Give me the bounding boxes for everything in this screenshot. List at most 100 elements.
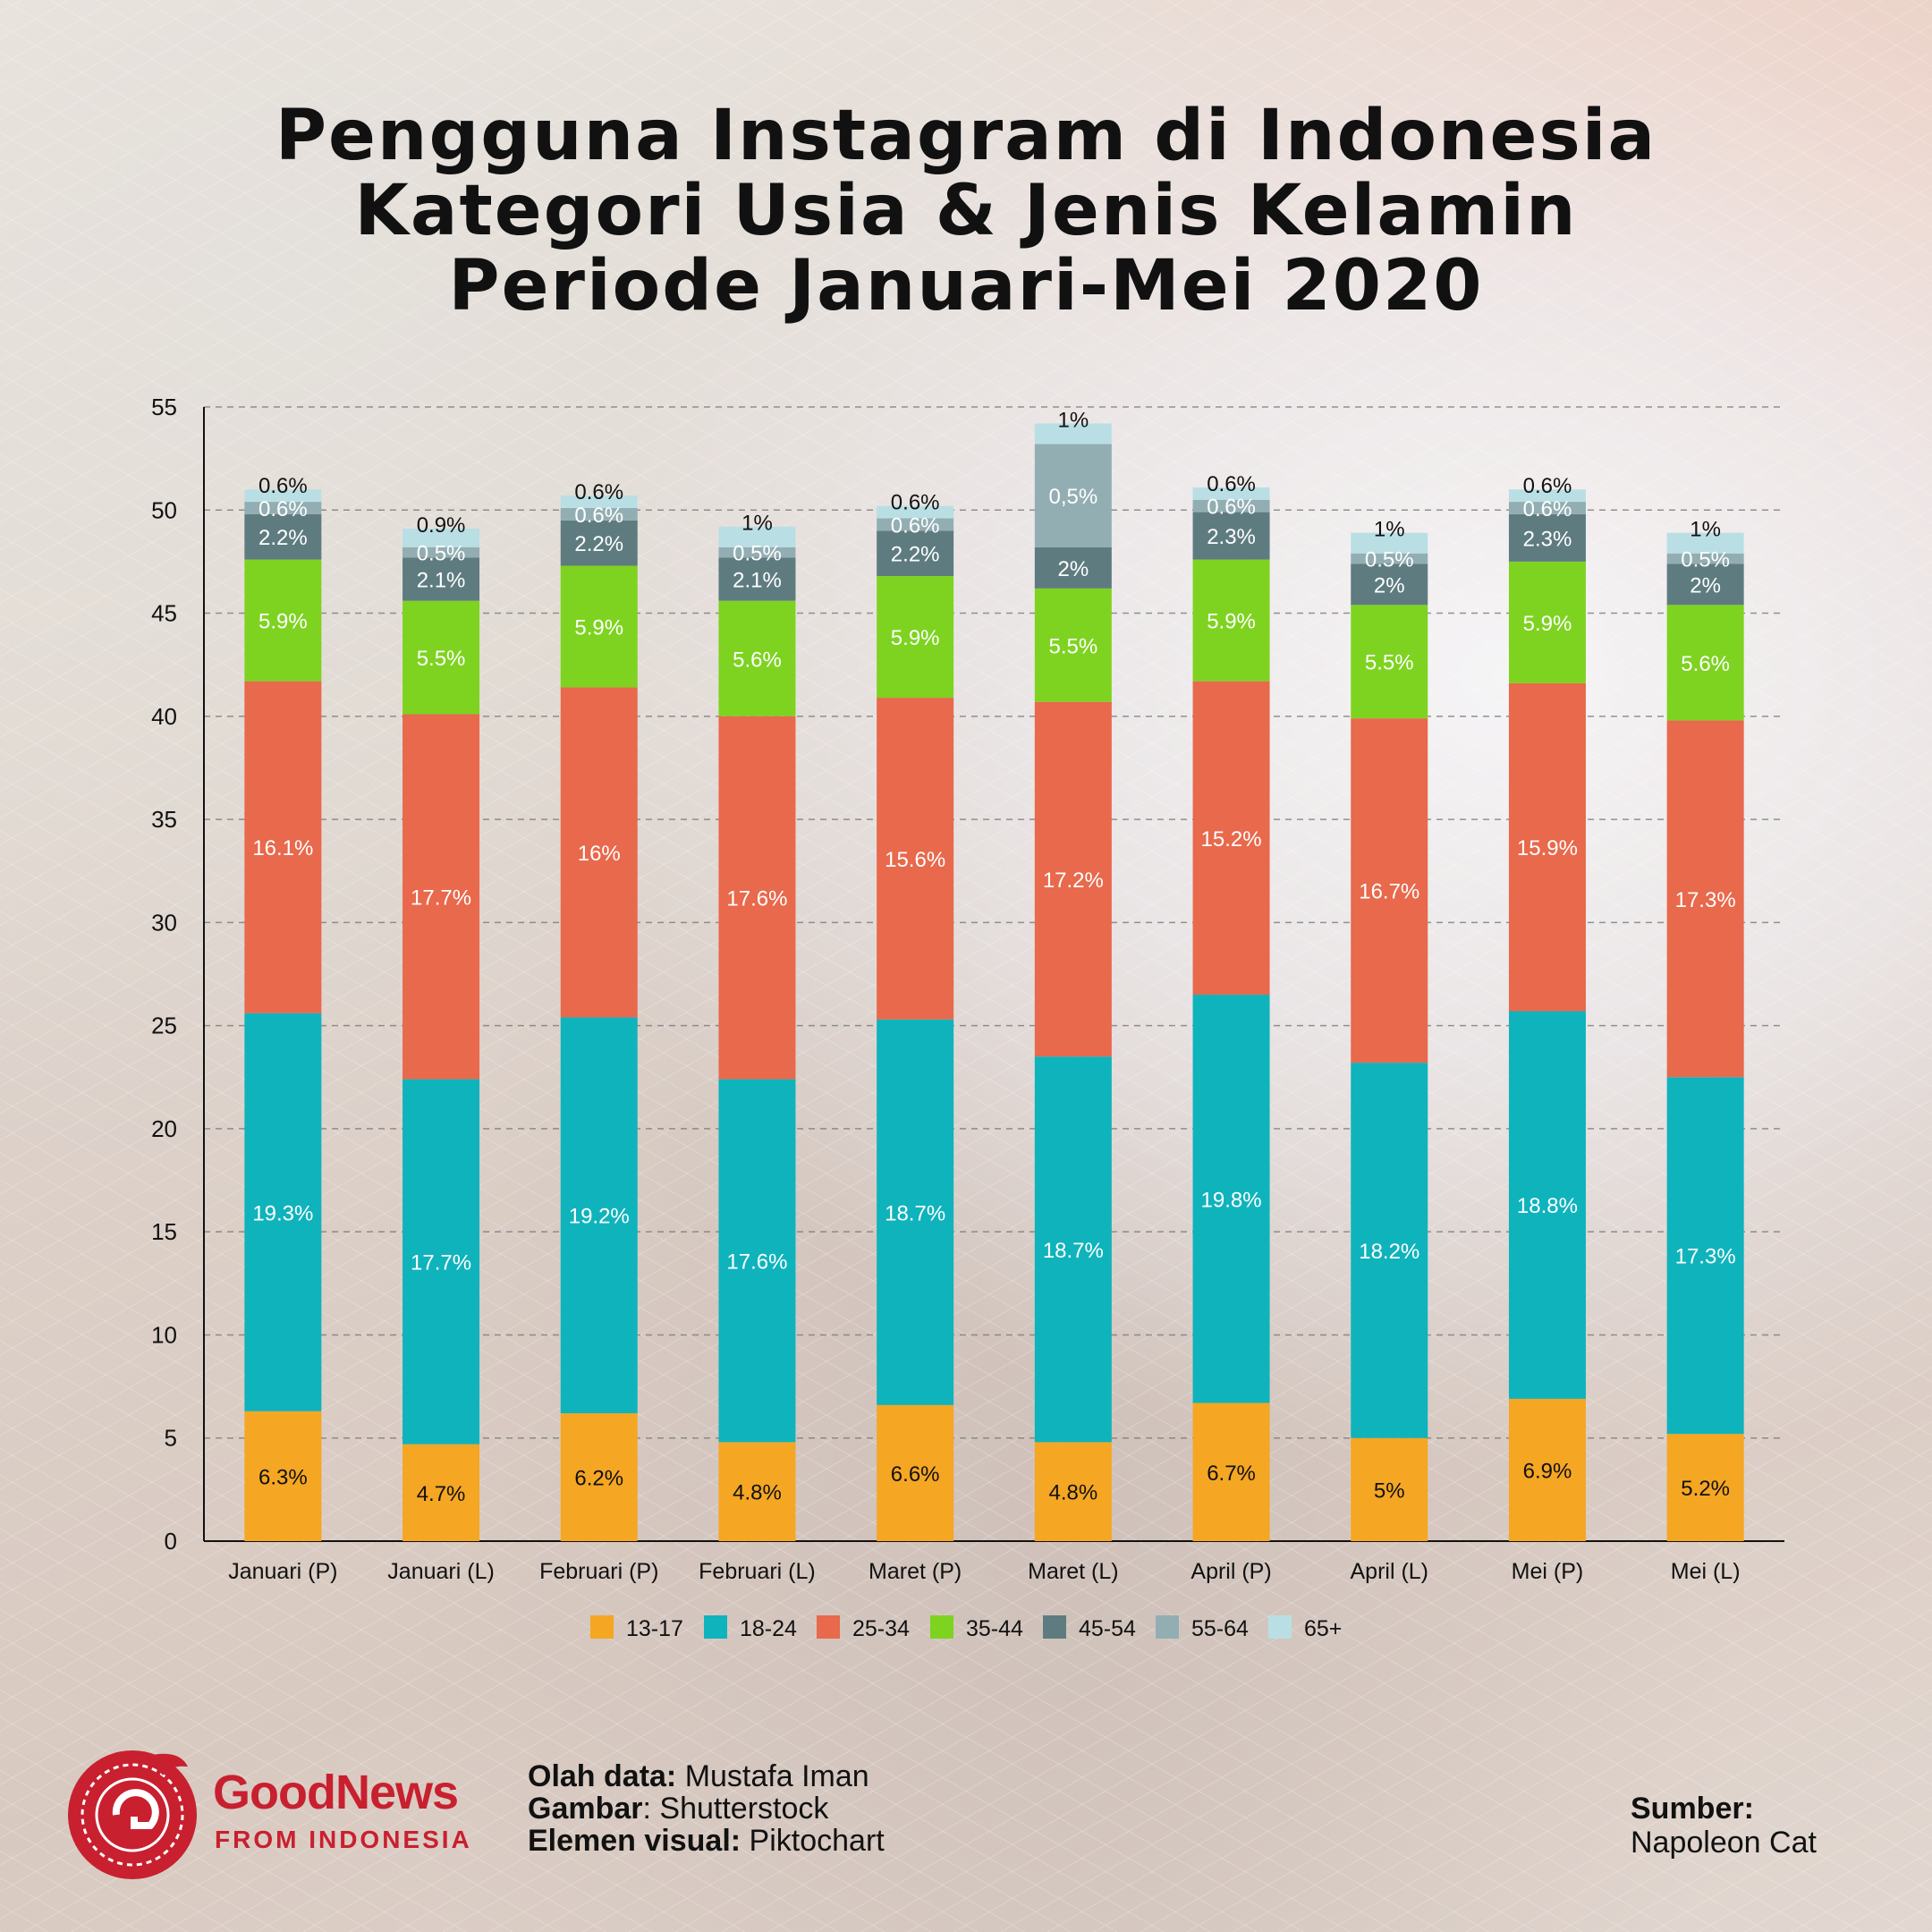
credit-gambar: Gambar: Shutterstock xyxy=(528,1792,885,1825)
data-label: 16.1% xyxy=(252,836,313,860)
bar-segment xyxy=(1034,588,1112,702)
bar-segment xyxy=(1192,995,1270,1403)
bar-segment xyxy=(1034,701,1112,1057)
bar-segment xyxy=(877,530,954,577)
bar-segment xyxy=(1666,1434,1744,1541)
source-value: Napoleon Cat xyxy=(1631,1826,1817,1860)
y-tick-label: 50 xyxy=(151,496,177,523)
bar-segment xyxy=(718,547,796,558)
data-label: 0.6% xyxy=(1523,497,1572,521)
data-label: 18.7% xyxy=(885,1201,945,1225)
legend-swatch xyxy=(1268,1615,1292,1639)
legend-label: 18-24 xyxy=(740,1616,797,1641)
data-label: 4.7% xyxy=(417,1482,466,1506)
bar-segment xyxy=(718,1079,796,1443)
legend-label: 45-54 xyxy=(1079,1616,1136,1641)
data-label: 0.5% xyxy=(1681,547,1730,572)
bar-segment xyxy=(1508,561,1586,683)
logo-text-from-indonesia: FROM INDONESIA xyxy=(215,1826,472,1853)
data-label: 18.8% xyxy=(1517,1194,1578,1218)
data-label: 18.2% xyxy=(1359,1240,1419,1264)
data-label: 16.7% xyxy=(1359,880,1419,904)
bar-segment xyxy=(1666,1077,1744,1435)
legend-label: 55-64 xyxy=(1191,1616,1249,1641)
data-label: 0.9% xyxy=(417,513,466,538)
data-label: 19.2% xyxy=(569,1205,630,1229)
data-label: 2.3% xyxy=(1207,525,1256,549)
credit-olah-data-value: Mustafa Iman xyxy=(676,1759,869,1793)
bar-segment xyxy=(718,600,796,716)
data-label: 2.1% xyxy=(417,569,466,593)
bar-segment xyxy=(402,600,480,715)
data-label: 16% xyxy=(578,842,621,866)
bar-segment xyxy=(244,559,322,682)
bar-segment xyxy=(1508,489,1586,503)
bar-segment xyxy=(1034,1056,1112,1443)
bar-segment xyxy=(1351,532,1428,554)
y-tick-label: 40 xyxy=(151,703,177,730)
bar-segment xyxy=(1351,718,1428,1063)
data-label: 4.8% xyxy=(733,1481,782,1505)
data-label: 0.6% xyxy=(258,474,308,498)
bar-segment xyxy=(560,507,638,521)
y-tick-label: 15 xyxy=(151,1218,177,1245)
y-tick-label: 30 xyxy=(151,909,177,936)
data-label: 17.3% xyxy=(1675,1245,1736,1269)
data-label: 0.5% xyxy=(417,542,466,566)
bar-segment xyxy=(1666,564,1744,606)
bar-segment xyxy=(402,547,480,558)
bar-segment xyxy=(877,1019,954,1405)
data-label: 5.9% xyxy=(1207,610,1256,634)
x-tick-label: Februari (L) xyxy=(699,1559,816,1584)
bar-segment xyxy=(877,698,954,1020)
legend-swatch xyxy=(817,1615,840,1639)
legend-swatch xyxy=(1156,1615,1179,1639)
data-label: 5.9% xyxy=(1523,612,1572,636)
bar-segment xyxy=(560,1017,638,1414)
data-label: 2.2% xyxy=(574,532,623,556)
bar-segment xyxy=(1351,553,1428,564)
data-label: 0.5% xyxy=(1365,547,1414,572)
bar-segment xyxy=(244,489,322,503)
bar-segment xyxy=(1034,423,1112,445)
data-label: 5.5% xyxy=(1048,634,1097,658)
bar-segment xyxy=(877,1404,954,1541)
data-label: 1% xyxy=(741,512,773,536)
data-label: 6.7% xyxy=(1207,1462,1256,1486)
data-label: 0,5% xyxy=(1048,485,1097,509)
data-label: 0.6% xyxy=(891,513,940,538)
data-label: 2% xyxy=(1058,557,1089,581)
legend-swatch xyxy=(1043,1615,1066,1639)
bar-segment xyxy=(1192,681,1270,996)
data-label: 19.3% xyxy=(252,1201,313,1225)
data-label: 5% xyxy=(1374,1479,1405,1503)
y-tick-label: 20 xyxy=(151,1115,177,1142)
data-label: 2.3% xyxy=(1523,527,1572,551)
data-label: 5.9% xyxy=(574,616,623,640)
data-label: 18.7% xyxy=(1043,1239,1104,1263)
title-line-2: Kategori Usia & Jenis Kelamin xyxy=(354,171,1578,251)
x-tick-label: Mei (P) xyxy=(1512,1559,1584,1584)
source: Sumber: Napoleon Cat xyxy=(1631,1792,1817,1860)
bar-segment xyxy=(402,557,480,601)
bar-segment xyxy=(718,716,796,1080)
credit-olah-data-label: Olah data: xyxy=(528,1759,677,1793)
data-label: 0.6% xyxy=(1207,472,1256,496)
data-label: 0.6% xyxy=(258,497,308,521)
bar-segment xyxy=(718,557,796,601)
data-label: 5.5% xyxy=(1365,651,1414,675)
y-tick-label: 25 xyxy=(151,1013,177,1039)
data-label: 17.2% xyxy=(1043,869,1104,893)
legend-swatch xyxy=(930,1615,953,1639)
data-label: 17.6% xyxy=(726,1250,787,1274)
data-label: 2.2% xyxy=(891,543,940,567)
bar-segment xyxy=(718,526,796,547)
credit-olah-data: Olah data: Mustafa Iman xyxy=(528,1760,885,1792)
data-label: 0.6% xyxy=(891,491,940,515)
data-label: 17.3% xyxy=(1675,888,1736,912)
y-tick-label: 0 xyxy=(165,1528,177,1555)
bar-segment xyxy=(718,1442,796,1541)
title-line-1: Pengguna Instagram di Indonesia xyxy=(275,96,1657,176)
data-label: 19.8% xyxy=(1201,1188,1262,1212)
data-label: 0.6% xyxy=(574,480,623,504)
